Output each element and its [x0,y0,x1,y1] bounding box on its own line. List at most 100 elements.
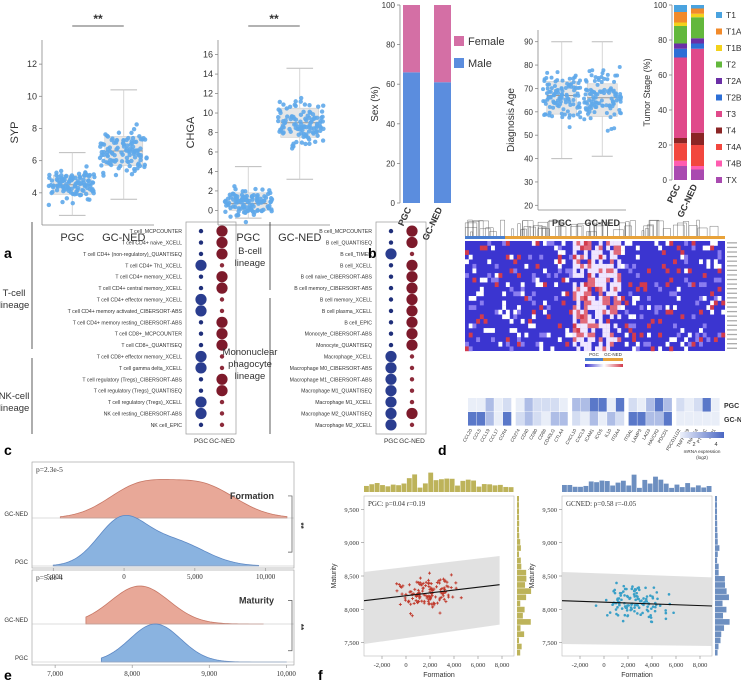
heatmap-cell [606,300,611,306]
dot-mark [388,297,394,302]
heatmap-cell [621,263,625,269]
heatmap-cell [647,332,651,338]
heatmap-cell [684,277,689,283]
heatmap-cell [524,412,533,426]
dot-mark [216,373,228,385]
heatmap-cell [617,259,622,265]
data-point [664,611,668,615]
heatmap-cell [639,314,644,320]
stack-segment [674,12,687,23]
heatmap-cell [639,332,644,338]
row-name-glyph [727,347,737,349]
data-point [609,96,614,101]
heatmap-cell [595,254,599,260]
heatmap-cell [706,263,711,269]
heatmap-cell [576,300,581,306]
row-name-glyph [727,338,737,340]
p-value: p=2.3e-5 [36,465,63,474]
heatmap-cell [517,309,521,315]
heatmap-cell [517,254,521,260]
heatmap-cell [520,291,525,297]
heatmap-cell [665,309,670,315]
data-point [302,102,308,107]
legend-label: TX [726,175,737,185]
legend-label: T2A [726,76,741,86]
heatmap-cell [572,268,577,274]
dot-mark [388,320,394,325]
marginal-hist-bar [517,569,527,576]
marginal-hist-bar [715,514,718,521]
x-tick-label: 2,000 [423,662,438,669]
dotplot-frame [375,221,427,435]
heatmap-cell [557,254,562,260]
dot-mark [219,263,225,268]
heatmap-cell [587,245,592,251]
data-point [306,124,312,130]
heatmap-cell [580,341,585,347]
dot-mark [219,354,225,359]
heatmap-cell [483,318,488,324]
marginal-hist-bar [626,485,632,492]
heatmap-cell [591,300,596,306]
x-tick-label: 9,000 [201,670,217,678]
data-point [281,125,286,130]
data-point [567,76,572,81]
data-point [619,594,623,597]
heatmap-cell [617,273,622,278]
dot-mark [409,354,415,359]
heatmap-cell [654,309,659,315]
heatmap-cell [509,268,514,274]
heatmap-cell [535,241,540,246]
heatmap-cell [541,412,551,426]
heatmap-cell [543,309,547,315]
data-point [620,607,624,610]
heatmap-cell [468,305,473,310]
gene-label: ITGA4 [610,428,621,442]
data-point [408,590,412,594]
data-point [444,600,448,604]
gene-label: CCL19 [479,428,491,443]
data-point [132,155,138,160]
stack-segment [674,43,687,49]
heatmap-cell [498,273,503,278]
dendrogram-branch [473,220,484,236]
heatmap-cell [543,332,547,338]
dendrogram-branch [586,231,592,236]
data-point [615,581,618,585]
heatmap-cell [632,300,637,306]
data-point [571,113,576,118]
data-point [561,107,566,112]
y-tick-label: 60 [524,108,533,117]
dendrogram-branch [602,224,608,236]
heatmap-cell [498,309,503,315]
gene-label: ITGAL [623,428,634,442]
heatmap-cell [468,254,473,260]
x-tick-label: 0 [122,573,126,581]
data-point [547,89,552,94]
heatmap-cell [717,263,722,269]
heatmap-cell [520,318,525,324]
heatmap-cell [654,305,659,310]
heatmap-cell [513,328,518,333]
row-label: B cell plasma_XCELL [322,309,372,315]
heatmap-cell [580,337,585,343]
data-point [616,598,619,601]
data-point [131,126,137,132]
data-point [64,184,70,189]
heatmap-cell [637,398,646,412]
gene-label: CD274 [509,428,521,443]
marginal-hist-bar [715,649,718,656]
heatmap-cell [628,323,633,329]
heatmap-cell [609,332,614,338]
data-point [249,202,255,207]
marginal-hist-bar [715,526,718,533]
x-tick-label: 6,000 [669,662,684,669]
row-label: B cell_XCELL [340,263,372,269]
dot-mark [216,248,228,260]
data-point [299,140,305,145]
data-point [578,78,583,83]
heatmap-cell [721,309,726,315]
heatmap-cell [465,250,469,255]
heatmap-cell [606,318,611,324]
x-tick-label: 5,000 [187,573,203,581]
